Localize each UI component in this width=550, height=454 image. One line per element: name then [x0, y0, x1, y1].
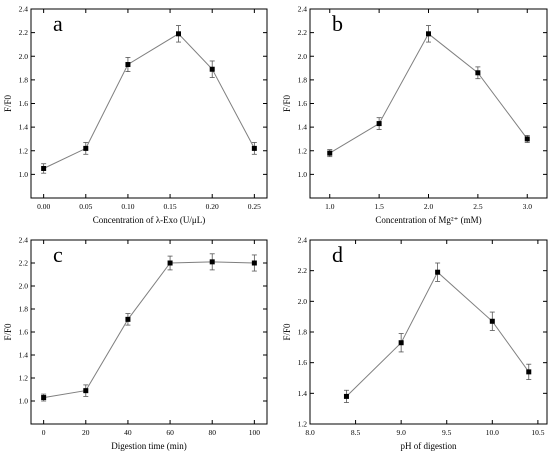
- y-tick-label: 1.0: [19, 397, 29, 406]
- data-point: [398, 340, 404, 346]
- data-point: [125, 316, 131, 322]
- data-point: [526, 369, 532, 375]
- y-tick-label: 2.0: [19, 282, 29, 291]
- y-axis-title: F/F0: [3, 94, 13, 112]
- data-point: [41, 395, 47, 401]
- y-axis-title: F/F0: [3, 323, 13, 341]
- x-tick-label: 8.0: [305, 428, 315, 437]
- x-tick-label: 100: [249, 428, 261, 437]
- data-point: [489, 318, 495, 324]
- data-point: [167, 260, 173, 266]
- x-tick-label: 9.5: [442, 428, 452, 437]
- x-tick-label: 10.0: [486, 428, 499, 437]
- x-tick-label: 3.0: [523, 202, 533, 211]
- x-tick-label: 0.20: [206, 202, 219, 211]
- x-axis-title: Concentration of Mg²⁺ (mM): [375, 215, 481, 225]
- panel-letter: d: [332, 242, 343, 267]
- y-tick-label: 2.2: [19, 28, 29, 37]
- chart-panel-d: 8.0 8.5 9.0 9.5 10.0 10.5 1.2 1.4 1.6 1.8 2.0 2.2 2.…: [282, 236, 548, 451]
- y-tick-label: 1.6: [19, 99, 29, 108]
- data-point: [209, 66, 215, 72]
- y-tick-label: 1.2: [19, 374, 29, 383]
- plot-frame: [30, 239, 268, 425]
- chart-panel-c: 0 20 40 60 80 100 1.0 1.2 1.4 1.6 1.8 2.0 2.2 2.4 Dige…: [3, 236, 268, 451]
- data-point: [376, 121, 382, 127]
- y-tick-label: 2.2: [19, 259, 29, 268]
- x-tick-label: 9.0: [396, 428, 406, 437]
- y-tick-label: 1.6: [298, 358, 308, 367]
- data-point: [251, 145, 257, 151]
- y-tick-label: 1.0: [19, 170, 29, 179]
- x-tick-label: 0.15: [164, 202, 177, 211]
- y-tick-label: 1.8: [298, 75, 308, 84]
- y-axis-title: F/F0: [282, 94, 292, 112]
- x-tick-label: 80: [208, 428, 216, 437]
- x-tick-label: 1.0: [325, 202, 335, 211]
- chart-panel-a: 0.00 0.05 0.10 0.15 0.20 0.25 1.0 1.2 1.4 1.6 1.8 2…: [3, 5, 268, 225]
- x-tick-label: 0.05: [79, 202, 92, 211]
- chart-panel-b: 1.0 1.5 2.0 2.5 3.0 1.0 1.2 1.4 1.6 1.8 2.0 2.2 2.4 C…: [282, 5, 548, 225]
- x-tick-label: 0.25: [248, 202, 261, 211]
- x-tick-label: 0.00: [37, 202, 50, 211]
- data-point: [209, 259, 215, 265]
- y-tick-label: 1.4: [19, 123, 29, 132]
- panel-letter: b: [332, 11, 343, 36]
- y-tick-label: 2.0: [298, 52, 308, 61]
- x-axis-title: Digestion time (min): [111, 441, 187, 451]
- y-tick-label: 2.4: [19, 236, 29, 245]
- data-point: [426, 31, 431, 37]
- x-tick-label: 40: [124, 428, 132, 437]
- x-axis-title: pH of digestion: [401, 441, 457, 451]
- x-tick-label: 20: [82, 428, 90, 437]
- data-point: [176, 31, 181, 37]
- panel-letter: a: [53, 11, 63, 36]
- data-point: [83, 145, 89, 151]
- x-tick-label: 10.5: [531, 428, 544, 437]
- y-tick-label: 1.8: [19, 305, 29, 314]
- series-line: [329, 33, 528, 154]
- y-tick-label: 1.6: [298, 99, 308, 108]
- data-point: [475, 70, 481, 76]
- data-point: [327, 150, 333, 156]
- y-tick-label: 1.0: [298, 170, 308, 179]
- x-tick-label: 2.0: [424, 202, 434, 211]
- data-point: [524, 136, 530, 142]
- plot-frame: [30, 8, 268, 199]
- series-line: [43, 261, 255, 399]
- y-tick-label: 2.4: [19, 5, 29, 14]
- y-tick-label: 2.4: [298, 236, 308, 245]
- data-point: [251, 260, 257, 266]
- data-point: [83, 388, 89, 394]
- panel-letter: c: [53, 242, 63, 267]
- y-tick-label: 1.2: [298, 420, 308, 429]
- y-tick-label: 1.2: [298, 146, 308, 155]
- series-line: [346, 271, 530, 397]
- data-point: [41, 165, 47, 171]
- series-line: [43, 33, 255, 169]
- x-tick-label: 8.5: [351, 428, 361, 437]
- x-tick-label: 60: [166, 428, 174, 437]
- data-point: [435, 269, 441, 275]
- y-tick-label: 2.0: [298, 297, 308, 306]
- y-tick-label: 1.8: [298, 328, 308, 337]
- y-tick-label: 1.2: [19, 146, 29, 155]
- y-tick-label: 2.2: [298, 266, 308, 275]
- data-point: [125, 62, 131, 68]
- y-tick-label: 1.4: [19, 351, 29, 360]
- y-tick-label: 1.4: [298, 123, 308, 132]
- y-tick-label: 2.0: [19, 52, 29, 61]
- x-tick-label: 0: [42, 428, 46, 437]
- x-tick-label: 2.5: [473, 202, 483, 211]
- y-tick-label: 2.2: [298, 28, 308, 37]
- x-tick-label: 0.10: [121, 202, 134, 211]
- x-axis-title: Concentration of λ-Exo (U/μL): [93, 215, 205, 225]
- x-tick-label: 1.5: [374, 202, 384, 211]
- y-tick-label: 2.4: [298, 5, 308, 14]
- y-tick-label: 1.8: [19, 75, 29, 84]
- y-axis-title: F/F0: [282, 323, 292, 341]
- data-point: [343, 393, 349, 399]
- y-tick-label: 1.6: [19, 328, 29, 337]
- y-tick-label: 1.4: [298, 389, 308, 398]
